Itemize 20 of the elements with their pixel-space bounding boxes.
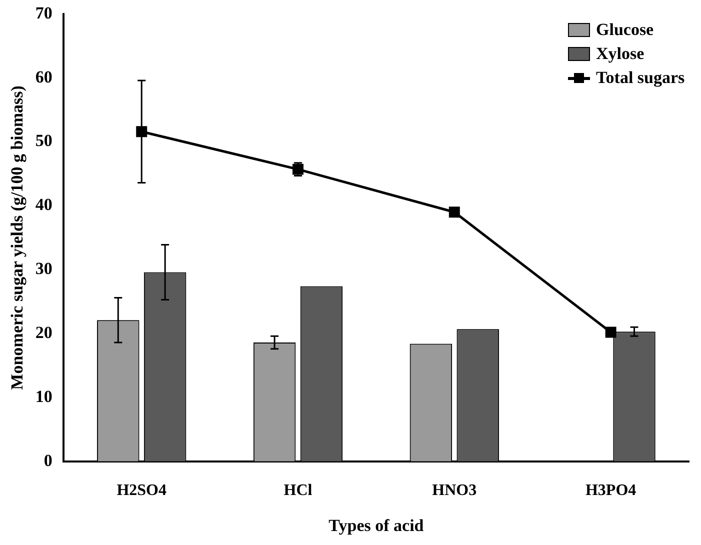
- y-tick-label: 70: [35, 3, 52, 22]
- legend-label: Glucose: [596, 19, 654, 41]
- x-tick-label: H2SO4: [116, 482, 166, 500]
- point: [136, 126, 148, 138]
- x-tick-label: HNO3: [432, 482, 477, 500]
- y-tick-label: 30: [35, 259, 52, 278]
- x-tick-label: HCl: [284, 482, 313, 500]
- y-tick-label: 0: [44, 450, 52, 470]
- x-tick-label: H3PO4: [585, 482, 636, 500]
- legend-label: Xylose: [596, 43, 644, 65]
- y-tick-label: 20: [35, 322, 52, 342]
- y-tick-label: 10: [35, 386, 52, 406]
- point: [605, 326, 616, 338]
- y-tick-label: 60: [35, 67, 52, 86]
- y-tick-label: 50: [35, 131, 52, 150]
- y-axis-title: Monomeric sugar yields (g/100 g biomass): [8, 86, 27, 390]
- x-axis-title: Types of acid: [328, 516, 424, 536]
- legend-label: Total sugars: [596, 67, 685, 89]
- y-tick-label: 40: [35, 195, 52, 214]
- point: [448, 206, 460, 218]
